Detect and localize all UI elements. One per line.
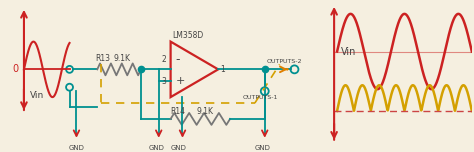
- Text: 3: 3: [162, 77, 166, 86]
- Text: R13: R13: [95, 54, 110, 63]
- Text: GND: GND: [255, 145, 271, 151]
- Text: LM358D: LM358D: [173, 31, 204, 40]
- Text: GND: GND: [171, 145, 186, 151]
- Text: GND: GND: [149, 145, 164, 151]
- Text: Vin: Vin: [30, 91, 44, 100]
- Text: Vin: Vin: [341, 47, 356, 57]
- Text: 0: 0: [13, 64, 19, 74]
- Text: 2: 2: [162, 55, 166, 64]
- Text: GND: GND: [69, 145, 84, 151]
- Text: R14: R14: [171, 107, 186, 116]
- Text: OUTPUTS-2: OUTPUTS-2: [267, 59, 302, 64]
- Text: -: -: [175, 53, 180, 66]
- Text: +: +: [175, 76, 185, 86]
- Text: 1: 1: [220, 65, 225, 74]
- Text: 9.1K: 9.1K: [113, 54, 130, 63]
- Text: 9.1K: 9.1K: [196, 107, 213, 116]
- Text: OUTPUTS-1: OUTPUTS-1: [243, 95, 278, 100]
